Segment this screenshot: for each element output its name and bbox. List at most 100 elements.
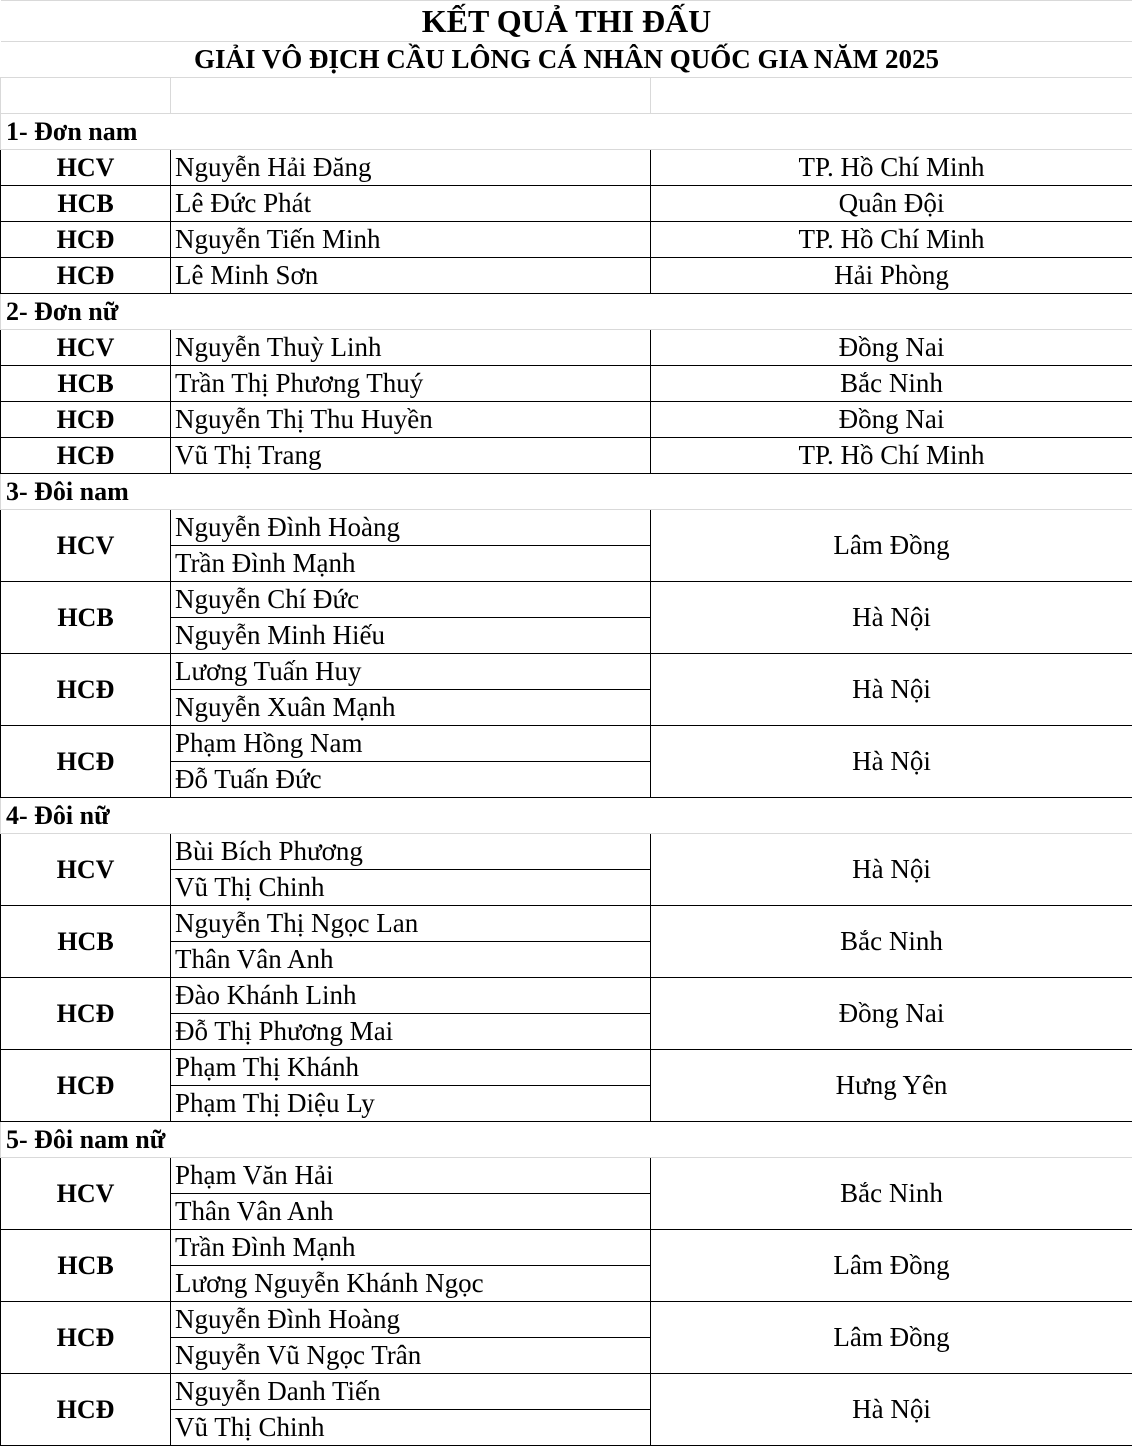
- medal-cell[interactable]: HCV: [0, 149, 171, 186]
- player-name-cell[interactable]: Trần Đình Mạnh: [170, 1229, 651, 1266]
- medal-cell[interactable]: HCĐ: [0, 221, 171, 258]
- empty-cell[interactable]: [650, 113, 1132, 150]
- unit-cell[interactable]: Bắc Ninh: [650, 1157, 1132, 1230]
- player-name-cell[interactable]: Nguyễn Vũ Ngọc Trân: [170, 1337, 651, 1374]
- section-label[interactable]: 5- Đôi nam nữ: [0, 1121, 651, 1158]
- result-row: Nguyễn Xuân Mạnh: [1, 689, 1132, 726]
- unit-cell[interactable]: Bắc Ninh: [650, 905, 1132, 978]
- player-name-cell[interactable]: Đỗ Thị Phương Mai: [170, 1013, 651, 1050]
- section-label[interactable]: 2- Đơn nữ: [0, 293, 651, 330]
- unit-cell[interactable]: Hà Nội: [650, 1373, 1132, 1446]
- medal-cell[interactable]: HCĐ: [0, 437, 171, 474]
- empty-cell[interactable]: [650, 473, 1132, 510]
- player-name-cell[interactable]: Phạm Hồng Nam: [170, 725, 651, 762]
- unit-cell[interactable]: Lâm Đồng: [650, 1301, 1132, 1374]
- section-label[interactable]: 4- Đôi nữ: [0, 797, 651, 834]
- empty-row: [0, 77, 1132, 114]
- medal-cell[interactable]: HCĐ: [0, 1373, 171, 1446]
- player-name-cell[interactable]: Lê Đức Phát: [170, 185, 651, 222]
- unit-cell[interactable]: Đồng Nai: [650, 329, 1132, 366]
- player-name-cell[interactable]: Thân Vân Anh: [170, 1193, 651, 1230]
- unit-cell[interactable]: Quân Đội: [650, 185, 1132, 222]
- unit-cell[interactable]: Đồng Nai: [650, 401, 1132, 438]
- player-name-cell[interactable]: Nguyễn Tiến Minh: [170, 221, 651, 258]
- medal-cell[interactable]: HCĐ: [0, 257, 171, 294]
- unit-cell[interactable]: Hà Nội: [650, 581, 1132, 654]
- player-name-cell[interactable]: Phạm Thị Khánh: [170, 1049, 651, 1086]
- medal-cell[interactable]: HCĐ: [0, 401, 171, 438]
- player-name-cell[interactable]: Nguyễn Minh Hiếu: [170, 617, 651, 654]
- player-name-cell[interactable]: Vũ Thị Chinh: [170, 1409, 651, 1446]
- medal-cell[interactable]: HCĐ: [0, 977, 171, 1050]
- medal-cell[interactable]: HCĐ: [0, 1301, 171, 1374]
- unit-cell[interactable]: Hưng Yên: [650, 1049, 1132, 1122]
- unit-cell[interactable]: TP. Hồ Chí Minh: [650, 437, 1132, 474]
- player-name-cell[interactable]: Vũ Thị Trang: [170, 437, 651, 474]
- empty-cell[interactable]: [650, 293, 1132, 330]
- player-name-cell[interactable]: Nguyễn Đình Hoàng: [170, 509, 651, 546]
- player-name-cell[interactable]: Lương Nguyễn Khánh Ngọc: [170, 1265, 651, 1302]
- result-row: HCB Nguyễn Thị Ngọc Lan Bắc Ninh: [0, 905, 1132, 978]
- player-name-cell[interactable]: Lương Tuấn Huy: [170, 653, 651, 690]
- unit-cell[interactable]: Hà Nội: [650, 725, 1132, 798]
- medal-cell[interactable]: HCV: [0, 1157, 171, 1230]
- medal-cell[interactable]: HCV: [0, 509, 171, 582]
- player-name-cell[interactable]: Đào Khánh Linh: [170, 977, 651, 1014]
- unit-cell[interactable]: Hà Nội: [650, 653, 1132, 726]
- medal-cell[interactable]: HCĐ: [0, 653, 171, 726]
- unit-cell[interactable]: TP. Hồ Chí Minh: [650, 149, 1132, 186]
- medal-cell[interactable]: HCĐ: [0, 725, 171, 798]
- medal-cell[interactable]: HCB: [0, 1229, 171, 1302]
- player-name-cell[interactable]: Bùi Bích Phương: [170, 833, 651, 870]
- section-header-row: 2- Đơn nữ: [0, 293, 1132, 330]
- player-name-cell[interactable]: Thân Vân Anh: [170, 941, 651, 978]
- medal-cell[interactable]: HCĐ: [0, 1049, 171, 1122]
- empty-cell[interactable]: [170, 77, 651, 114]
- empty-cell[interactable]: [650, 1121, 1132, 1158]
- player-name-cell[interactable]: Nguyễn Thuỳ Linh: [170, 329, 651, 366]
- unit-cell[interactable]: Đồng Nai: [650, 977, 1132, 1050]
- result-row: HCĐ Đào Khánh Linh Đồng Nai: [0, 977, 1132, 1050]
- player-name-cell[interactable]: Nguyễn Thị Ngọc Lan: [170, 905, 651, 942]
- player-name-cell[interactable]: Nguyễn Hải Đăng: [170, 149, 651, 186]
- medal-cell[interactable]: HCV: [0, 329, 171, 366]
- player-name-cell[interactable]: Nguyễn Đình Hoàng: [170, 1301, 651, 1338]
- player-name-cell[interactable]: Lê Minh Sơn: [170, 257, 651, 294]
- section-label[interactable]: 3- Đôi nam: [0, 473, 651, 510]
- medal-cell[interactable]: HCB: [0, 905, 171, 978]
- empty-cell[interactable]: [0, 77, 171, 114]
- medal-cell[interactable]: HCB: [0, 365, 171, 402]
- player-name-cell[interactable]: Nguyễn Xuân Mạnh: [170, 689, 651, 726]
- result-row: HCĐ Nguyễn Thị Thu Huyền Đồng Nai: [0, 401, 1132, 438]
- player-name-cell[interactable]: Nguyễn Danh Tiến: [170, 1373, 651, 1410]
- result-row: HCV Nguyễn Hải Đăng TP. Hồ Chí Minh: [0, 149, 1132, 186]
- player-name-cell[interactable]: Nguyễn Thị Thu Huyền: [170, 401, 651, 438]
- player-name-cell[interactable]: Phạm Thị Diệu Ly: [170, 1085, 651, 1122]
- unit-cell[interactable]: Lâm Đồng: [650, 509, 1132, 582]
- result-row: HCĐ Lương Tuấn Huy Hà Nội: [0, 653, 1132, 726]
- medal-cell[interactable]: HCB: [0, 581, 171, 654]
- section-label[interactable]: 1- Đơn nam: [0, 113, 651, 150]
- result-row: HCB Nguyễn Chí Đức Hà Nội: [0, 581, 1132, 654]
- player-name-cell[interactable]: Phạm Văn Hải: [170, 1157, 651, 1194]
- subtitle-row: GIẢI VÔ ĐỊCH CẦU LÔNG CÁ NHÂN QUỐC GIA N…: [0, 41, 1132, 78]
- medal-cell[interactable]: HCB: [0, 185, 171, 222]
- empty-cell[interactable]: [650, 77, 1132, 114]
- result-row: Phạm Thị Diệu Ly: [1, 1085, 1132, 1122]
- unit-cell[interactable]: Lâm Đồng: [650, 1229, 1132, 1302]
- unit-cell[interactable]: TP. Hồ Chí Minh: [650, 221, 1132, 258]
- unit-cell[interactable]: Bắc Ninh: [650, 365, 1132, 402]
- medal-cell[interactable]: HCV: [0, 833, 171, 906]
- result-row: HCĐ Lê Minh Sơn Hải Phòng: [0, 257, 1132, 294]
- section-header-row: 5- Đôi nam nữ: [0, 1121, 1132, 1158]
- unit-cell[interactable]: Hải Phòng: [650, 257, 1132, 294]
- player-name-cell[interactable]: Vũ Thị Chinh: [170, 869, 651, 906]
- player-name-cell[interactable]: Trần Thị Phương Thuý: [170, 365, 651, 402]
- player-name-cell[interactable]: Nguyễn Chí Đức: [170, 581, 651, 618]
- result-row: Lương Nguyễn Khánh Ngọc: [1, 1265, 1132, 1302]
- unit-cell[interactable]: Hà Nội: [650, 833, 1132, 906]
- player-name-cell[interactable]: Trần Đình Mạnh: [170, 545, 651, 582]
- empty-cell[interactable]: [650, 797, 1132, 834]
- player-name-cell[interactable]: Đỗ Tuấn Đức: [170, 761, 651, 798]
